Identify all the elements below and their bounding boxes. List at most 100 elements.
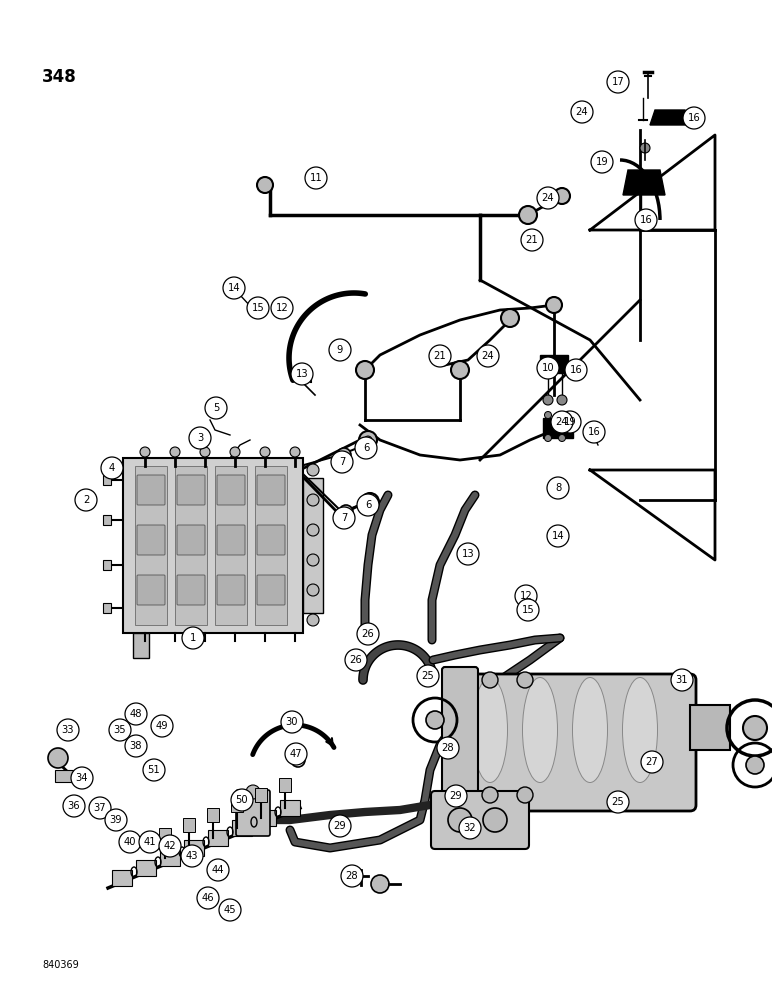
Text: 30: 30 [286,717,298,727]
Circle shape [345,649,367,671]
Circle shape [537,187,559,209]
Text: 12: 12 [276,303,289,313]
Circle shape [546,297,562,313]
Circle shape [331,451,353,473]
FancyBboxPatch shape [103,603,111,613]
Circle shape [285,743,307,765]
Text: 29: 29 [449,791,462,801]
Circle shape [357,623,379,645]
Circle shape [290,447,300,457]
Text: 42: 42 [164,841,176,851]
Text: 11: 11 [310,173,323,183]
Text: 50: 50 [235,795,249,805]
Circle shape [426,711,444,729]
Circle shape [429,345,451,367]
Text: 40: 40 [124,837,136,847]
Circle shape [451,361,469,379]
Circle shape [565,359,587,381]
Circle shape [537,357,559,379]
Text: 43: 43 [186,851,198,861]
Text: 13: 13 [296,369,308,379]
Circle shape [89,797,111,819]
Text: 16: 16 [587,427,601,437]
Circle shape [329,815,351,837]
Circle shape [189,427,211,449]
Circle shape [260,447,270,457]
Circle shape [417,665,439,687]
Circle shape [197,887,219,909]
FancyBboxPatch shape [217,575,245,605]
FancyBboxPatch shape [232,820,252,836]
Text: 24: 24 [542,193,554,203]
Text: 49: 49 [156,721,168,731]
Circle shape [543,395,553,405]
Circle shape [139,831,161,853]
Text: 19: 19 [596,157,608,167]
FancyBboxPatch shape [257,575,285,605]
FancyBboxPatch shape [208,830,228,846]
Circle shape [547,525,569,547]
Text: 37: 37 [93,803,107,813]
Circle shape [109,719,131,741]
FancyBboxPatch shape [279,778,291,792]
Text: 25: 25 [611,797,625,807]
Text: 21: 21 [526,235,538,245]
Circle shape [75,489,97,511]
FancyBboxPatch shape [160,850,180,866]
FancyBboxPatch shape [257,525,285,555]
Circle shape [281,711,303,733]
FancyBboxPatch shape [133,633,149,658]
Circle shape [200,447,210,457]
Circle shape [274,300,290,316]
Circle shape [231,789,253,811]
Text: 8: 8 [555,483,561,493]
FancyBboxPatch shape [303,478,323,613]
Text: 24: 24 [482,351,494,361]
Circle shape [355,437,377,459]
Text: 14: 14 [228,283,240,293]
Circle shape [247,297,269,319]
Text: 1: 1 [190,633,196,643]
FancyBboxPatch shape [183,818,195,832]
Text: 5: 5 [213,403,219,413]
Circle shape [448,808,472,832]
Circle shape [230,447,240,457]
Circle shape [437,737,459,759]
Text: 17: 17 [611,77,625,87]
Text: 6: 6 [365,500,371,510]
Circle shape [361,493,379,511]
FancyBboxPatch shape [137,475,165,505]
Circle shape [591,151,613,173]
Circle shape [48,748,68,768]
Text: 16: 16 [570,365,582,375]
Text: 36: 36 [68,801,80,811]
Circle shape [143,759,165,781]
Circle shape [250,300,266,316]
Circle shape [181,845,203,867]
Circle shape [257,177,273,193]
Text: 3: 3 [197,433,203,443]
Ellipse shape [523,678,557,782]
Text: 840369: 840369 [42,960,79,970]
Circle shape [339,505,353,519]
Circle shape [547,477,569,499]
Circle shape [337,448,351,462]
Circle shape [305,167,327,189]
FancyBboxPatch shape [543,418,573,438]
Circle shape [501,309,519,327]
Text: 51: 51 [147,765,161,775]
FancyBboxPatch shape [215,466,247,625]
Circle shape [101,457,123,479]
Circle shape [483,808,507,832]
Text: 26: 26 [350,655,362,665]
Text: 47: 47 [290,749,303,759]
FancyBboxPatch shape [257,475,285,505]
Text: 15: 15 [522,605,534,615]
FancyBboxPatch shape [256,810,276,826]
Text: 19: 19 [564,417,577,427]
FancyBboxPatch shape [103,560,111,570]
Text: 7: 7 [339,457,345,467]
FancyBboxPatch shape [690,705,730,750]
Circle shape [641,751,663,773]
Circle shape [170,447,180,457]
